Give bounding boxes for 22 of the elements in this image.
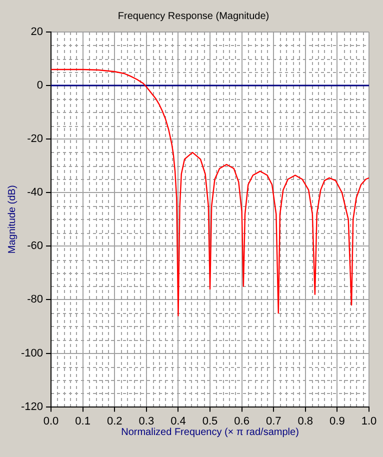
x-tick-label: 0.6 bbox=[234, 415, 250, 428]
x-tick-label: 1.0 bbox=[361, 415, 377, 428]
y-tick-label: -20 bbox=[27, 133, 44, 146]
x-tick-label: 0.1 bbox=[75, 415, 90, 428]
y-tick-label: -100 bbox=[20, 347, 44, 360]
y-tick-label: -120 bbox=[20, 400, 44, 413]
x-tick-label: 0.2 bbox=[106, 415, 122, 428]
y-tick-label: -60 bbox=[27, 240, 44, 252]
y-tick-label: -40 bbox=[27, 186, 44, 199]
x-tick-label: 0.0 bbox=[43, 415, 59, 428]
x-tick-label: 0.3 bbox=[138, 415, 154, 428]
chart-title: Frequency Response (Magnitude) bbox=[118, 10, 270, 22]
x-tick-label: 0.9 bbox=[330, 415, 345, 428]
y-tick-label: 20 bbox=[30, 26, 44, 38]
x-tick-label: 0.4 bbox=[170, 415, 186, 428]
x-tick-label: 0.5 bbox=[202, 415, 218, 428]
y-axis-title: Magnitude (dB) bbox=[6, 185, 18, 254]
x-tick-label: 0.8 bbox=[298, 415, 314, 428]
y-tick-label: 0 bbox=[36, 80, 44, 92]
x-tick-label: 0.7 bbox=[266, 415, 282, 428]
y-tick-label: -80 bbox=[27, 294, 44, 306]
x-axis-title: Normalized Frequency (× π rad/sample) bbox=[121, 426, 299, 438]
